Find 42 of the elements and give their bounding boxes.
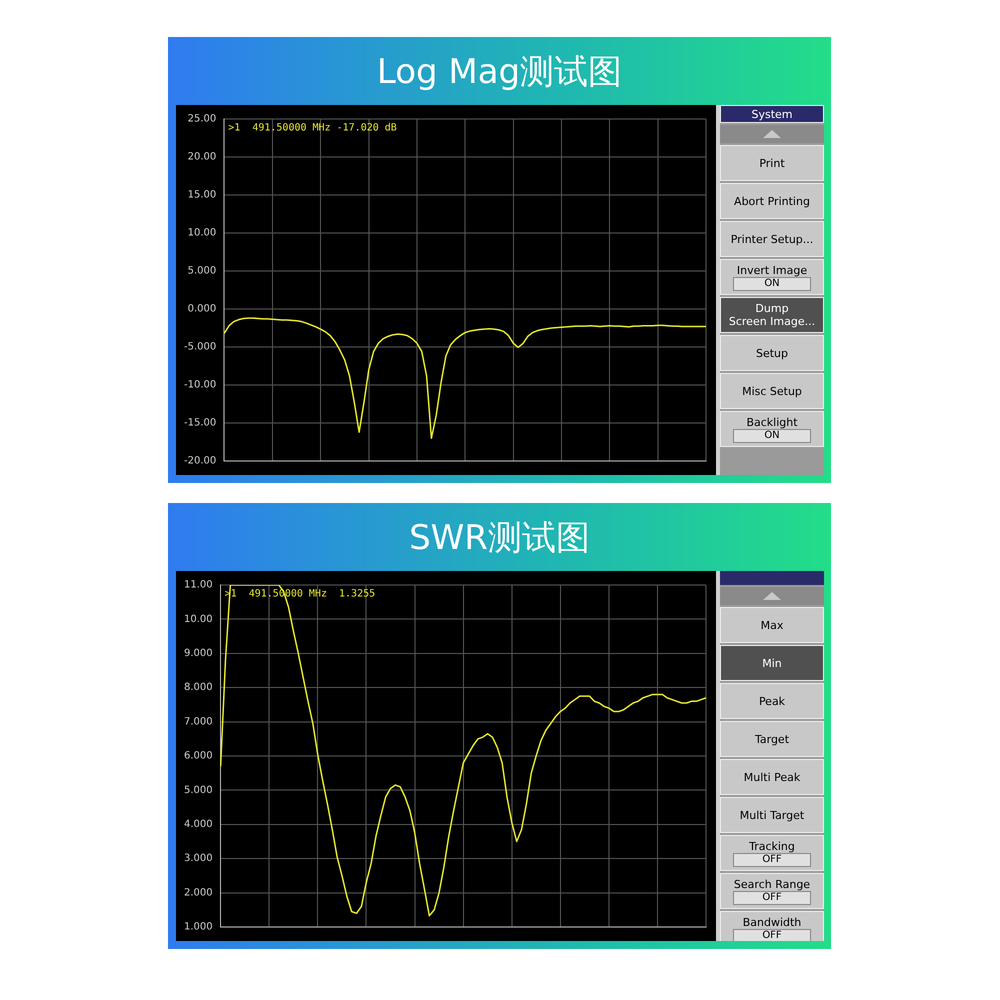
- text: Multi Peak: [744, 770, 800, 784]
- y-tick-label: -20.00: [184, 456, 216, 467]
- annotation: >1 491.50000 MHz -17.020 dB: [228, 122, 397, 134]
- chart-title: Log Mag测试图: [376, 51, 624, 94]
- text: Setup: [756, 346, 788, 360]
- text: Printer Setup...: [730, 232, 814, 246]
- y-tick-label: 9.000: [184, 648, 213, 659]
- y-tick-label: 10.00: [188, 228, 216, 239]
- y-tick-label: -15.00: [184, 418, 216, 429]
- text: Target: [754, 732, 790, 746]
- y-tick-label: 3.000: [184, 853, 213, 864]
- y-tick-label: 0.000: [188, 304, 216, 315]
- text: Tracking OFF: [748, 840, 796, 866]
- y-tick-label: 8.000: [184, 682, 213, 694]
- text: Bandwidth OFF: [742, 916, 802, 942]
- y-tick-label: 10.00: [184, 614, 213, 625]
- text: Multi Target: [740, 808, 804, 822]
- text: Min: [762, 656, 782, 670]
- y-tick-label: -10.00: [184, 380, 216, 391]
- text: Max: [760, 618, 784, 632]
- text: Print: [759, 156, 785, 170]
- text: Misc Setup: [742, 384, 802, 398]
- y-tick-label: 4.000: [184, 818, 213, 830]
- y-tick-label: 11.00: [184, 580, 213, 591]
- y-tick-label: 5.000: [188, 266, 216, 277]
- y-tick-label: 20.00: [188, 152, 216, 163]
- text: Invert Image ON: [736, 264, 808, 290]
- y-tick-label: 7.000: [184, 716, 213, 728]
- y-tick-label: 15.00: [188, 190, 216, 201]
- text: Search Range OFF: [733, 878, 811, 904]
- text: Abort Printing: [734, 194, 810, 208]
- y-tick-label: -5.000: [184, 342, 216, 353]
- y-tick-label: 1.000: [184, 922, 213, 933]
- y-tick-label: 5.000: [184, 784, 213, 796]
- text: Backlight ON: [745, 416, 799, 442]
- text: Dump Screen Image...: [728, 302, 816, 328]
- y-tick-label: 2.000: [184, 887, 213, 898]
- text: System: [751, 108, 793, 120]
- chart-title: SWR测试图: [408, 517, 591, 560]
- y-tick-label: 6.000: [184, 750, 213, 762]
- text: Peak: [758, 694, 786, 708]
- y-tick-label: 25.00: [188, 114, 216, 125]
